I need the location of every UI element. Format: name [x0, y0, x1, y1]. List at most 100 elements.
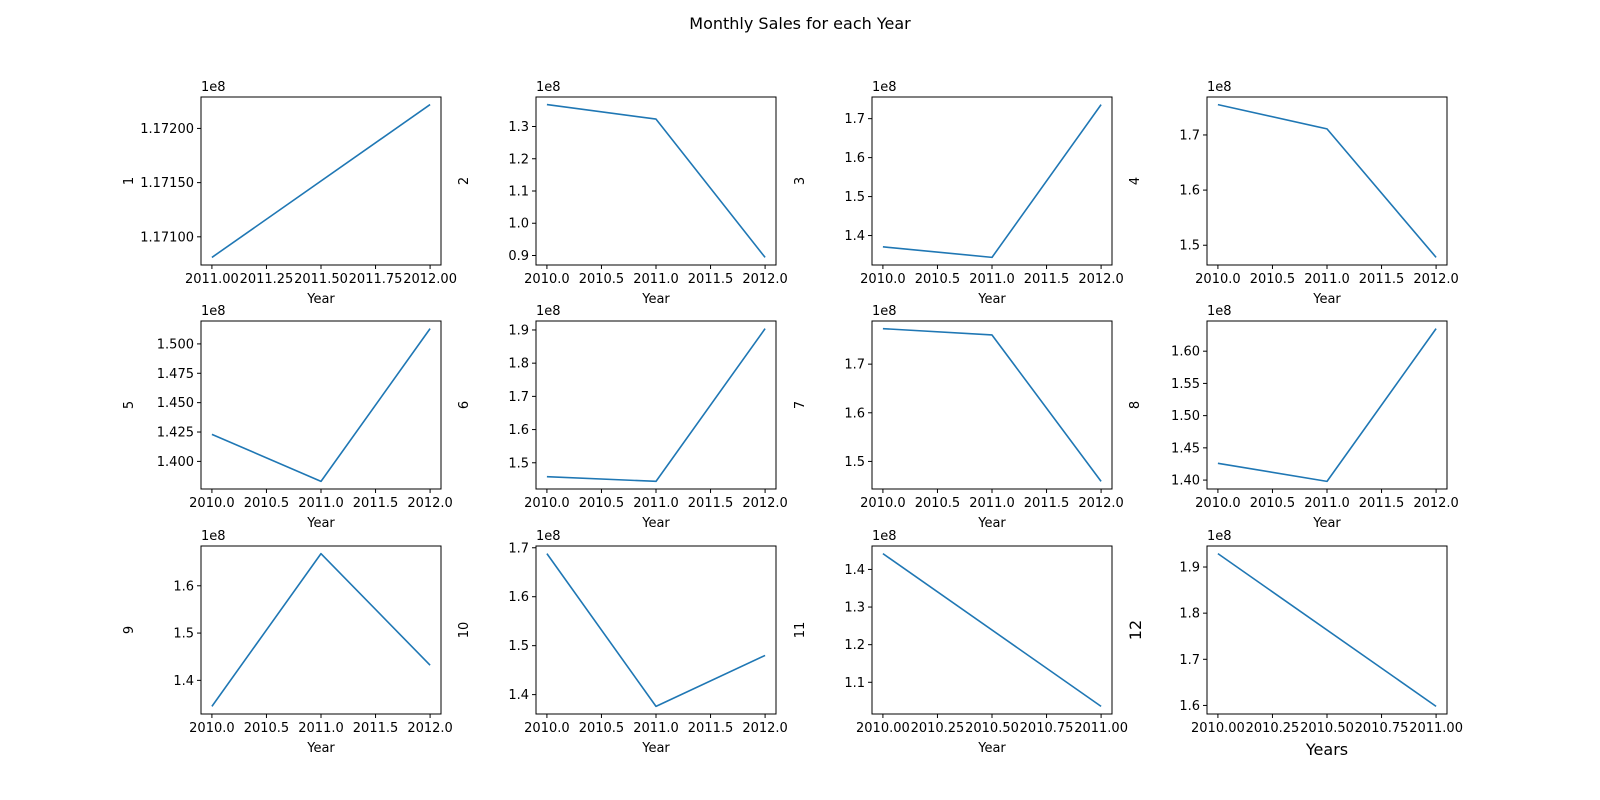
x-tick-label: 2010.25 [911, 721, 965, 736]
y-tick-label: 1.3 [844, 601, 865, 616]
x-tick-label: 2011.5 [1024, 272, 1070, 287]
series-line [1217, 103, 1437, 258]
x-tick-label: 2010.5 [244, 496, 290, 511]
y-tick-label: 1.5 [508, 639, 529, 654]
x-tick-label: 2011.0 [969, 496, 1015, 511]
subplot-11: 2010.00 2010.25 2010.50 2010.75 2011.00 1.1 1.… [793, 529, 1128, 756]
y-axis-label: 9 [122, 626, 137, 634]
x-tick-label: 2010.0 [524, 272, 570, 287]
subplot-7: 2010.0 2010.5 2011.0 2011.5 2012.0 1.5 1.6 1.7 1… [793, 304, 1124, 531]
x-tick-label: 2011.5 [353, 496, 399, 511]
y-tick-label: 1.4 [844, 563, 865, 578]
y-tick-label: 1.4 [508, 688, 529, 703]
x-tick-label: 2011.0 [633, 272, 679, 287]
x-tick-label: 2011.0 [633, 721, 679, 736]
x-tick-label: 2011.5 [688, 721, 734, 736]
x-tick-label: 2010.0 [524, 721, 570, 736]
x-tick-label: 2012.0 [742, 272, 788, 287]
series-line [546, 103, 766, 258]
x-tick-label: 2010.5 [579, 496, 625, 511]
y-tick-label: 1.0 [508, 217, 529, 232]
axes-frame [1206, 320, 1448, 490]
x-axis-label: Year [977, 292, 1006, 307]
axis-offset-label: 1e8 [872, 80, 897, 95]
axes-frame [535, 96, 777, 266]
x-tick-label: 2010.5 [915, 496, 961, 511]
y-axis-label: 8 [1128, 401, 1143, 409]
subplot-10: 2010.0 2010.5 2011.0 2011.5 2012.0 1.4 1.5 1.6 1… [457, 529, 788, 756]
y-tick-label: 1.1 [844, 676, 865, 691]
x-tick-label: 2012.0 [407, 721, 453, 736]
x-tick-label: 2010.75 [1355, 721, 1409, 736]
y-tick-label: 1.5 [1179, 239, 1200, 254]
x-tick-label: 2010.0 [860, 272, 906, 287]
x-tick-label: 2011.00 [1074, 721, 1128, 736]
series-line [882, 104, 1102, 259]
x-tick-label: 2010.5 [579, 721, 625, 736]
y-tick-label: 1.17150 [140, 176, 194, 191]
y-tick-label: 1.60 [1171, 345, 1200, 360]
x-tick-label: 2010.50 [965, 721, 1019, 736]
subplot-9: 2010.0 2010.5 2011.0 2011.5 2012.0 1.4 1.5 1.6 1… [122, 529, 453, 756]
x-tick-label: 2010.0 [524, 496, 570, 511]
y-tick-label: 1.17100 [140, 230, 194, 245]
y-tick-label: 1.8 [1179, 607, 1200, 622]
subplot-8: 2010.0 2010.5 2011.0 2011.5 2012.0 1.40 1.45 1.… [1128, 304, 1459, 531]
subplot-2: 2010.0 2010.5 2011.0 2011.5 2012.0 0.9 1.0 1.1 1… [457, 80, 788, 307]
y-tick-label: 1.9 [508, 323, 529, 338]
y-tick-label: 1.55 [1171, 377, 1200, 392]
y-tick-label: 1.6 [508, 590, 529, 605]
series-line [546, 553, 766, 708]
axis-offset-label: 1e8 [536, 80, 561, 95]
x-tick-label: 2010.5 [1250, 496, 1296, 511]
y-tick-label: 1.4 [173, 674, 194, 689]
x-axis-label: Years [1305, 740, 1348, 759]
x-tick-label: 2012.0 [742, 721, 788, 736]
x-tick-label: 2011.5 [1024, 496, 1070, 511]
y-axis-label: 6 [457, 401, 472, 409]
x-axis-label: Year [641, 741, 670, 756]
subplot-6: 2010.0 2010.5 2011.0 2011.5 2012.0 1.5 1.6 1.7 1… [457, 304, 788, 531]
axes-frame [200, 545, 442, 715]
subplot-grid: 2011.00 2011.25 2011.50 2011.75 2012.001.171… [122, 80, 1463, 759]
x-tick-label: 2011.25 [240, 272, 294, 287]
axis-offset-label: 1e8 [872, 304, 897, 319]
series-line [882, 552, 1102, 708]
figure-title: Monthly Sales for each Year [689, 14, 911, 33]
y-tick-label: 1.2 [508, 152, 529, 167]
x-tick-label: 2011.75 [349, 272, 403, 287]
y-tick-label: 1.400 [157, 455, 194, 470]
x-tick-label: 2011.0 [633, 496, 679, 511]
series-line [546, 328, 766, 483]
y-tick-label: 1.50 [1171, 409, 1200, 424]
subplot-3: 2010.0 2010.5 2011.0 2011.5 2012.0 1.4 1.5 1.6 1… [793, 80, 1124, 307]
y-tick-label: 1.1 [508, 184, 529, 199]
x-tick-label: 2012.0 [407, 496, 453, 511]
x-tick-label: 2012.0 [1078, 496, 1124, 511]
subplot-1: 2011.00 2011.25 2011.50 2011.75 2012.00 1.171… [122, 80, 457, 307]
x-axis-label: Year [641, 292, 670, 307]
y-axis-label: 11 [793, 622, 808, 639]
x-tick-label: 2011.0 [1304, 272, 1350, 287]
y-axis-label: 5 [122, 401, 137, 409]
subplot-5: 2010.0 2010.5 2011.0 2011.5 2012.0 1.400 1.425… [122, 304, 453, 531]
y-tick-label: 1.5 [173, 627, 194, 642]
x-tick-label: 2010.0 [1195, 272, 1241, 287]
y-axis-label: 7 [793, 401, 808, 409]
y-tick-label: 1.7 [1179, 653, 1200, 668]
x-tick-label: 2010.5 [915, 272, 961, 287]
y-tick-label: 1.8 [508, 357, 529, 372]
axes-frame [200, 320, 442, 490]
x-tick-label: 2012.00 [403, 272, 457, 287]
x-axis-label: Year [641, 516, 670, 531]
x-axis-label: Year [1312, 516, 1341, 531]
y-tick-label: 1.5 [844, 190, 865, 205]
axes-frame [535, 545, 777, 715]
y-tick-label: 1.5 [508, 456, 529, 471]
y-tick-label: 1.45 [1171, 441, 1200, 456]
x-tick-label: 2010.0 [860, 496, 906, 511]
y-tick-label: 1.4 [844, 229, 865, 244]
series-line [1217, 552, 1437, 708]
x-tick-label: 2010.0 [189, 721, 235, 736]
